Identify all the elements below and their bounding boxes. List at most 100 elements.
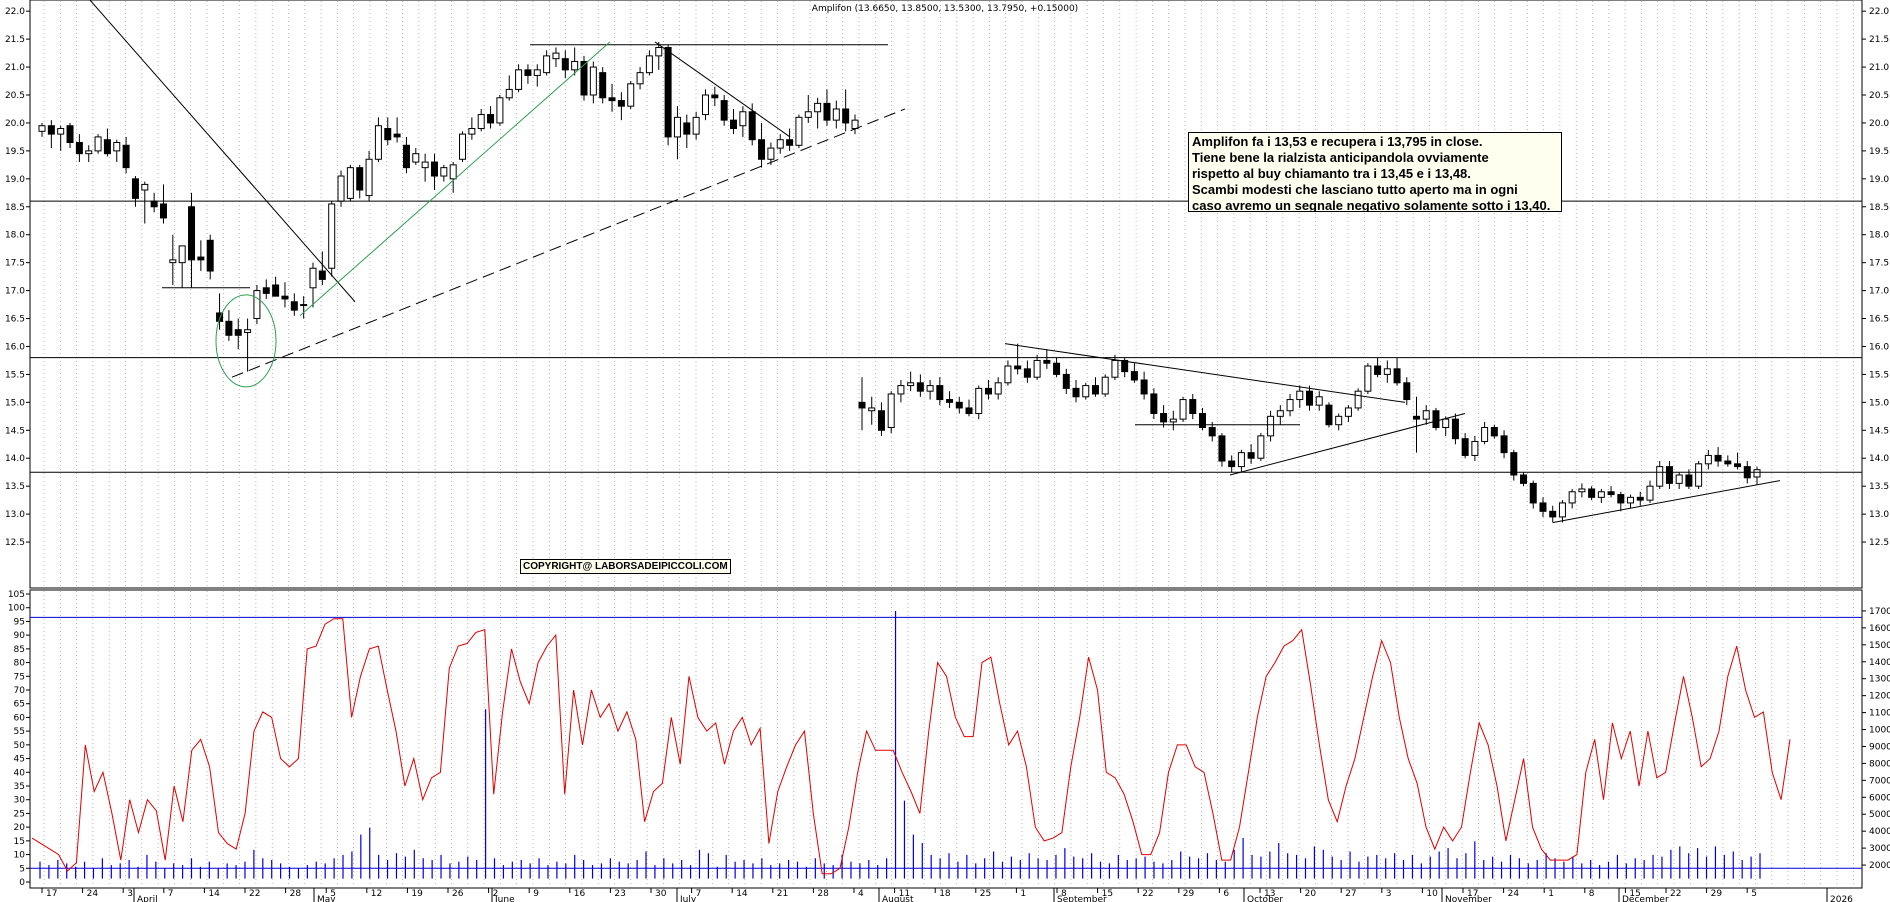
dashed-uptrend-line [231, 108, 906, 378]
candle-up [1344, 407, 1352, 417]
x-day-label: 22 [1670, 889, 1681, 899]
price-panel: 12.5 12.5 13.0 13.0 13.5 13.5 14.0 14.0 14.5 14.5… [5, 0, 1889, 589]
x-day-label: 20 [1305, 889, 1317, 899]
candle-down [683, 122, 691, 135]
candle-down [1413, 415, 1421, 420]
price-tick-label: 21.5 [1869, 35, 1889, 45]
candle-down [984, 387, 992, 395]
x-day-label: 11 [899, 889, 910, 899]
candle-up [907, 382, 915, 387]
candle-down [206, 239, 214, 272]
candle-down [1325, 404, 1333, 426]
chart-title: Amplifon (13.6650, 13.8500, 13.5300, 13.… [812, 4, 1078, 14]
candle-up [1646, 485, 1654, 501]
price-tick-label: 19.5 [1869, 147, 1889, 157]
candle-up [94, 136, 102, 152]
oscillator-tick-label: 25 [14, 809, 25, 819]
candle-up [975, 387, 983, 415]
candle-up [926, 385, 934, 392]
x-day-label: 28 [290, 889, 302, 899]
candle-down [356, 167, 364, 191]
candle-down [842, 108, 850, 124]
candle-down [197, 256, 205, 261]
candle-down [1189, 399, 1197, 415]
uptrend-line [1552, 480, 1781, 523]
candle-up [1597, 491, 1605, 498]
x-day-label: 8 [1061, 889, 1067, 899]
x-day-label: 17 [1467, 889, 1478, 899]
oscillator-tick-label: 100 [8, 604, 25, 614]
note-line-1: Amplifon fa i 13,53 e recupera i 13,795 … [1192, 134, 1483, 149]
candle-up [589, 66, 597, 96]
x-month-label: June [494, 895, 515, 902]
candle-down [1393, 368, 1401, 384]
candle-down [234, 329, 242, 336]
x-day-label: 1 [1020, 889, 1026, 899]
x-day-label: 29 [1711, 889, 1723, 899]
candle-up [113, 142, 121, 152]
candle-up [468, 128, 476, 135]
x-month-label: December [1622, 895, 1669, 902]
candle-up [440, 167, 448, 177]
price-tick-label-left: 13.0 [5, 510, 25, 520]
oscillator-tick-label: 60 [14, 713, 26, 723]
x-day-label: 24 [87, 889, 99, 899]
candle-up [739, 111, 747, 127]
candle-up [1568, 491, 1576, 504]
green-highlight-ellipse [215, 294, 277, 388]
candle-down [1140, 379, 1148, 395]
x-day-label: 6 [1223, 889, 1229, 899]
candle-up [178, 245, 186, 264]
candle-down [1121, 359, 1129, 373]
price-tick-label-left: 14.5 [5, 426, 25, 436]
candle-up [1422, 410, 1430, 420]
oscillator-tick-label: 40 [14, 768, 26, 778]
candle-down [225, 320, 233, 336]
candle-down [150, 200, 158, 208]
price-tick-label-left: 16.5 [5, 315, 25, 325]
volume-tick-label: 6000 [1869, 793, 1890, 803]
oscillator-panel: 0 5 10 15 20 25 30 35 40 45 50 55 60 65 70 75 80 85 90 95 10… [8, 589, 1890, 889]
volume-tick-label: 11000 [1869, 709, 1890, 719]
candle-down [758, 139, 766, 160]
price-tick-label: 12.5 [1869, 538, 1889, 548]
oscillator-tick-label: 85 [14, 645, 25, 655]
x-day-label: 15 [1629, 889, 1640, 899]
candle-down [823, 102, 831, 121]
candle-up [832, 108, 840, 121]
x-month-label: May [317, 895, 336, 902]
candle-up [1753, 469, 1761, 478]
candle-down [1160, 413, 1168, 423]
x-day-label: 21 [777, 889, 788, 899]
candle-down [1091, 385, 1099, 395]
candle-up [346, 167, 354, 199]
price-tick-label: 14.0 [1869, 454, 1889, 464]
x-month-label: October [1247, 895, 1283, 902]
x-day-label: 22 [249, 889, 260, 899]
oscillator-tick-label: 0 [19, 878, 25, 888]
candle-down [430, 161, 438, 177]
grid-layer [43, 1, 1854, 887]
candle-up [1354, 390, 1362, 409]
price-tick-label: 16.5 [1869, 315, 1889, 325]
candle-down [103, 139, 111, 155]
volume-tick-label: 17000 [1869, 607, 1890, 617]
candle-up [673, 116, 681, 138]
candle-up [552, 52, 560, 60]
candle-down [131, 178, 139, 199]
price-tick-label: 20.0 [1869, 119, 1889, 129]
candle-down [402, 144, 410, 169]
price-tick-label-left: 15.5 [5, 370, 25, 380]
candle-up [244, 329, 252, 333]
candle-down [730, 119, 738, 130]
candle-up [365, 158, 373, 197]
x-day-label: 24 [1508, 889, 1520, 899]
x-day-label: 1 [1548, 889, 1554, 899]
price-tick-label-left: 19.0 [5, 175, 25, 185]
candle-down [1374, 365, 1382, 375]
price-tick-label-left: 16.0 [5, 342, 25, 352]
oscillator-tick-label: 30 [14, 796, 26, 806]
candle-down [1607, 491, 1615, 496]
candle-down [936, 385, 944, 401]
oscillator-tick-label: 75 [14, 672, 25, 682]
